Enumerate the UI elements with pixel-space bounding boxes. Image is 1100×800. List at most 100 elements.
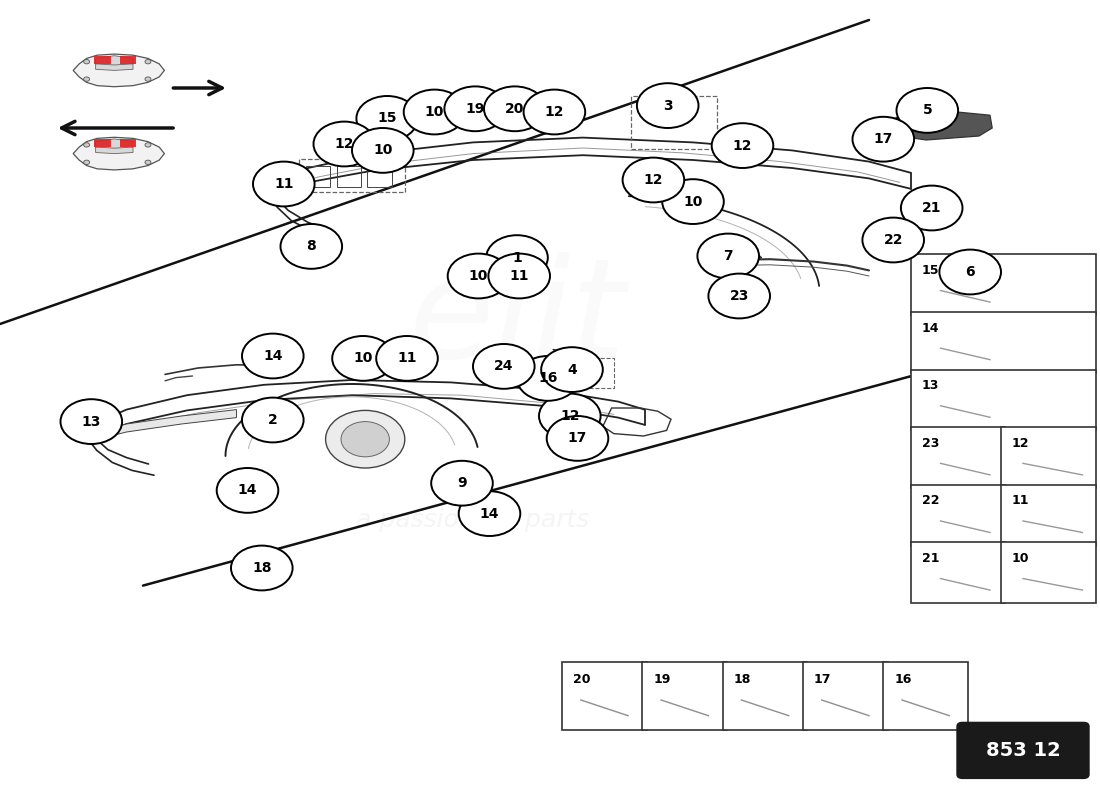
Circle shape <box>242 398 304 442</box>
Circle shape <box>637 83 698 128</box>
FancyBboxPatch shape <box>562 662 647 730</box>
Circle shape <box>145 77 151 82</box>
Bar <box>337 166 361 187</box>
Circle shape <box>862 218 924 262</box>
Circle shape <box>708 274 770 318</box>
Circle shape <box>280 224 342 269</box>
Polygon shape <box>74 138 164 170</box>
Text: 17: 17 <box>568 431 587 446</box>
Circle shape <box>341 422 389 457</box>
Text: 11: 11 <box>274 177 294 191</box>
Text: 12: 12 <box>733 138 752 153</box>
Circle shape <box>896 88 958 133</box>
Text: 12: 12 <box>644 173 663 187</box>
Text: 19: 19 <box>653 673 671 686</box>
Circle shape <box>712 123 773 168</box>
Circle shape <box>431 461 493 506</box>
Circle shape <box>332 336 394 381</box>
Bar <box>367 166 392 187</box>
Text: 11: 11 <box>397 351 417 366</box>
Circle shape <box>486 235 548 280</box>
Circle shape <box>217 468 278 513</box>
Polygon shape <box>74 54 164 86</box>
Circle shape <box>326 410 405 468</box>
Text: 14: 14 <box>922 322 939 334</box>
Polygon shape <box>95 410 236 440</box>
FancyBboxPatch shape <box>911 542 1005 603</box>
Circle shape <box>901 186 962 230</box>
Polygon shape <box>96 61 133 70</box>
Text: 24: 24 <box>494 359 514 374</box>
FancyBboxPatch shape <box>723 662 807 730</box>
Circle shape <box>939 250 1001 294</box>
Text: 10: 10 <box>353 351 373 366</box>
Text: 12: 12 <box>334 137 354 151</box>
Circle shape <box>60 399 122 444</box>
Text: 10: 10 <box>1012 552 1030 565</box>
Polygon shape <box>96 139 133 148</box>
Circle shape <box>459 491 520 536</box>
Text: 13: 13 <box>922 379 939 392</box>
FancyBboxPatch shape <box>911 427 1005 488</box>
Circle shape <box>145 59 151 64</box>
Circle shape <box>242 334 304 378</box>
Text: 2: 2 <box>268 413 277 427</box>
Text: 10: 10 <box>425 105 444 119</box>
Text: 18: 18 <box>734 673 751 686</box>
Circle shape <box>231 546 293 590</box>
Circle shape <box>524 90 585 134</box>
Circle shape <box>352 128 414 173</box>
Text: 15: 15 <box>377 111 397 126</box>
Text: 19: 19 <box>465 102 485 116</box>
Circle shape <box>547 416 608 461</box>
Polygon shape <box>120 139 136 147</box>
Circle shape <box>356 96 418 141</box>
Circle shape <box>517 356 579 401</box>
Text: 11: 11 <box>1012 494 1030 507</box>
Circle shape <box>314 122 375 166</box>
Text: 14: 14 <box>480 506 499 521</box>
Text: 11: 11 <box>509 269 529 283</box>
Text: 3: 3 <box>663 98 672 113</box>
Text: 5: 5 <box>923 103 932 118</box>
Circle shape <box>444 86 506 131</box>
Text: 853 12: 853 12 <box>986 741 1060 760</box>
Circle shape <box>488 254 550 298</box>
Polygon shape <box>96 56 133 65</box>
Text: 6: 6 <box>966 265 975 279</box>
Text: 20: 20 <box>505 102 525 116</box>
Circle shape <box>84 142 89 147</box>
Text: 23: 23 <box>729 289 749 303</box>
Text: 14: 14 <box>238 483 257 498</box>
Text: 14: 14 <box>263 349 283 363</box>
Polygon shape <box>120 56 136 64</box>
Circle shape <box>541 347 603 392</box>
Circle shape <box>84 160 89 165</box>
FancyBboxPatch shape <box>911 312 1096 373</box>
Text: 12: 12 <box>1012 437 1030 450</box>
Circle shape <box>539 394 601 438</box>
Polygon shape <box>95 139 111 147</box>
FancyBboxPatch shape <box>883 662 968 730</box>
Circle shape <box>662 179 724 224</box>
Text: elit: elit <box>408 253 626 387</box>
FancyBboxPatch shape <box>1001 427 1096 488</box>
Circle shape <box>84 77 89 82</box>
Text: 1: 1 <box>513 250 521 265</box>
Circle shape <box>376 336 438 381</box>
Text: 15: 15 <box>922 264 939 277</box>
Text: 18: 18 <box>252 561 272 575</box>
Text: 4: 4 <box>568 362 576 377</box>
Circle shape <box>473 344 535 389</box>
FancyBboxPatch shape <box>1001 485 1096 546</box>
Text: 10: 10 <box>373 143 393 158</box>
Circle shape <box>484 86 546 131</box>
Circle shape <box>697 234 759 278</box>
Polygon shape <box>883 112 992 140</box>
Text: 21: 21 <box>922 552 939 565</box>
Text: 23: 23 <box>922 437 939 450</box>
FancyBboxPatch shape <box>642 662 727 730</box>
Text: 16: 16 <box>538 371 558 386</box>
Text: 16: 16 <box>894 673 912 686</box>
Text: 13: 13 <box>81 414 101 429</box>
